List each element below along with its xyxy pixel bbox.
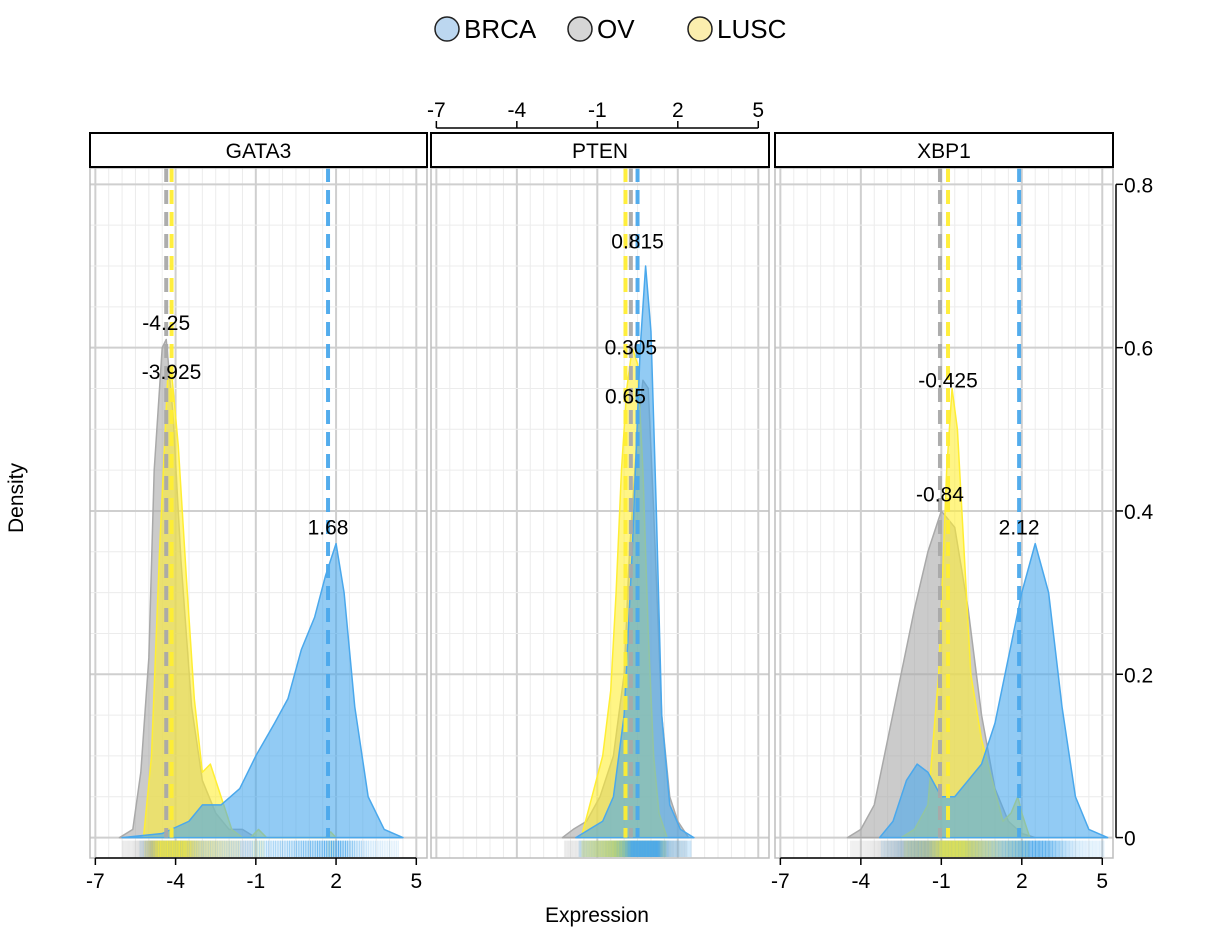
y-tick-label: 0.8 <box>1124 174 1153 197</box>
rug <box>563 840 692 857</box>
legend-swatch <box>434 16 460 42</box>
panel-pten: 0.305 0.65 0.815 PTEN -7 -4 -1 2 5 <box>427 99 770 859</box>
density-brca <box>878 542 1109 839</box>
x-tick-label: -7 <box>86 870 105 893</box>
y-tick-label: 0.4 <box>1124 501 1154 524</box>
y-axis: 0 0.2 0.4 0.6 0.8 <box>1115 174 1154 851</box>
x-tick-label: 5 <box>1096 870 1108 893</box>
legend-swatch <box>687 16 713 42</box>
legend-item-brca: BRCA <box>434 14 537 44</box>
panels: -4.25 -3.925 1.68 GATA3 -7 -4 -1 2 5 0.305 0.65 0.8… <box>86 99 1114 893</box>
median-label-ov: -4.25 <box>142 312 190 335</box>
strip-title: GATA3 <box>226 140 292 163</box>
strip <box>774 132 1114 168</box>
legend-label: BRCA <box>464 14 537 44</box>
rug <box>849 840 1105 857</box>
x-axis-label: Expression <box>545 904 649 927</box>
x-axis: -7 -4 -1 2 5 <box>86 857 422 893</box>
legend: BRCA OV LUSC <box>434 14 786 44</box>
rug <box>121 840 399 857</box>
x-tick-label: 2 <box>330 870 342 893</box>
median-label-brca: 2.12 <box>999 516 1040 539</box>
x-tick-label: -7 <box>427 99 446 122</box>
median-label-lusc: 0.65 <box>605 386 646 409</box>
x-tick-label: -1 <box>932 870 951 893</box>
y-tick-label: 0.6 <box>1124 338 1153 361</box>
density-brca <box>575 265 695 839</box>
x-tick-label: 2 <box>672 99 684 122</box>
grid <box>431 168 769 858</box>
panel-xbp1: -0.84 -0.425 2.12 XBP1 -7 -4 -1 2 5 <box>771 132 1114 893</box>
median-label-lusc: -0.425 <box>918 369 978 392</box>
strip-title: XBP1 <box>917 140 971 163</box>
strip <box>89 132 428 168</box>
x-tick-label: 5 <box>410 870 422 893</box>
legend-item-lusc: LUSC <box>687 14 786 44</box>
y-axis-label: Density <box>5 462 28 533</box>
x-tick-label: -4 <box>166 870 185 893</box>
x-axis: -7 -4 -1 2 5 <box>771 857 1108 893</box>
strip <box>430 132 770 168</box>
x-tick-label: -4 <box>507 99 526 122</box>
x-tick-label: 5 <box>752 99 764 122</box>
median-label-ov: -0.84 <box>916 484 964 507</box>
panel-gata3: -4.25 -3.925 1.68 GATA3 -7 -4 -1 2 5 <box>86 132 428 893</box>
median-label-brca: 1.68 <box>308 516 349 539</box>
legend-label: LUSC <box>717 14 786 44</box>
y-tick-label: 0.2 <box>1124 664 1153 687</box>
x-axis: -7 -4 -1 2 5 <box>427 99 764 129</box>
x-tick-label: -4 <box>851 870 870 893</box>
legend-swatch <box>567 16 593 42</box>
legend-label: OV <box>597 14 635 44</box>
strip-title: PTEN <box>572 140 628 163</box>
x-tick-label: -7 <box>771 870 790 893</box>
median-label-ov: 0.305 <box>605 337 658 360</box>
x-tick-label: -1 <box>246 870 265 893</box>
x-tick-label: 2 <box>1016 870 1028 893</box>
x-tick-label: -1 <box>588 99 607 122</box>
median-label-lusc: -3.925 <box>142 361 202 384</box>
y-tick-label: 0 <box>1124 828 1136 851</box>
legend-item-ov: OV <box>567 14 635 44</box>
median-label-brca: 0.815 <box>611 230 664 253</box>
density-brca <box>121 542 404 839</box>
